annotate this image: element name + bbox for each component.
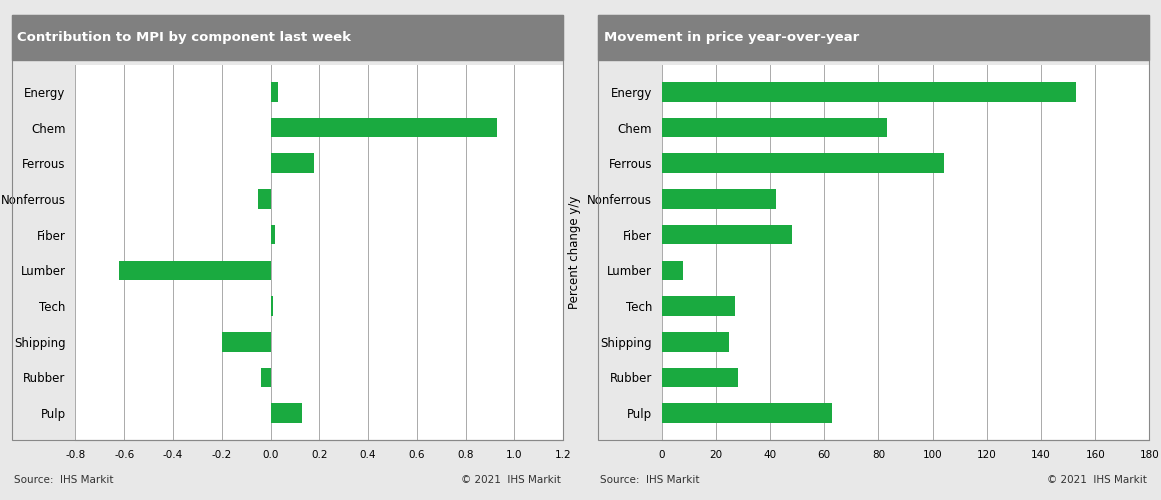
Bar (662, 118, 887, 138)
Text: Source:  IHS Markit: Source: IHS Markit (14, 475, 114, 485)
Bar (662, 332, 729, 351)
Bar (271, 296, 273, 316)
Bar (662, 260, 684, 280)
Bar (261, 368, 271, 388)
Bar (120, 260, 271, 280)
Bar (662, 296, 735, 316)
Text: Contribution to MPI by component last week: Contribution to MPI by component last we… (17, 31, 352, 44)
Text: © 2021  IHS Markit: © 2021 IHS Markit (461, 475, 561, 485)
Bar (271, 154, 315, 173)
Bar (662, 154, 944, 173)
Bar (662, 225, 792, 244)
Text: © 2021  IHS Markit: © 2021 IHS Markit (1047, 475, 1147, 485)
Bar (271, 118, 497, 138)
Bar (271, 225, 275, 244)
Text: Movement in price year-over-year: Movement in price year-over-year (604, 31, 859, 44)
Bar (662, 189, 776, 209)
Bar (662, 82, 1076, 102)
Bar (662, 404, 832, 423)
Bar (271, 82, 277, 102)
Bar (222, 332, 271, 351)
Y-axis label: Percent change y/y: Percent change y/y (569, 196, 582, 309)
Bar (662, 368, 737, 388)
Bar (271, 404, 302, 423)
Bar (259, 189, 271, 209)
Text: Source:  IHS Markit: Source: IHS Markit (600, 475, 700, 485)
